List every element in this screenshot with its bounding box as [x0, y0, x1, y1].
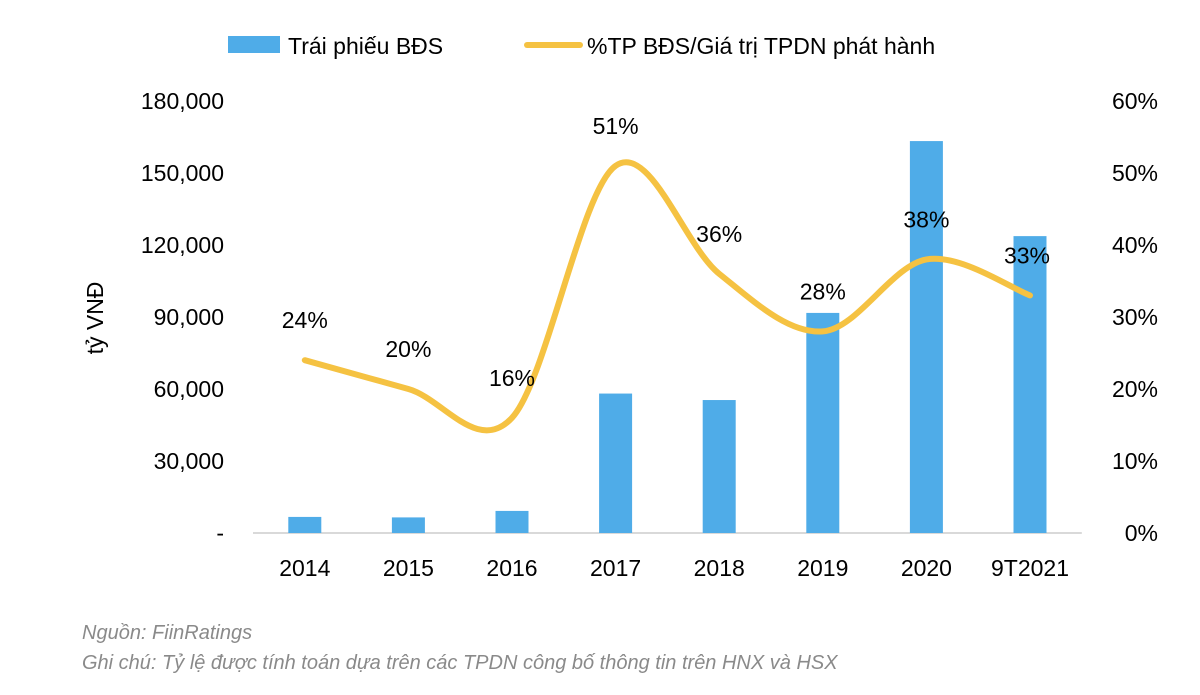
- line-data-label: 36%: [696, 221, 742, 247]
- line-data-label: 28%: [800, 278, 846, 304]
- line-series: [301, 159, 1033, 434]
- x-tick-label: 2017: [590, 555, 641, 581]
- y2-tick-label: 40%: [1112, 232, 1158, 258]
- x-tick-label: 2020: [901, 555, 952, 581]
- x-tick-label: 2016: [486, 555, 537, 581]
- bar: [909, 141, 943, 533]
- y2-tick-label: 50%: [1112, 160, 1158, 186]
- y-tick-label: 30,000: [154, 448, 224, 474]
- line-data-label: 33%: [1004, 242, 1050, 268]
- x-tick-label: 2019: [797, 555, 848, 581]
- y-tick-label: 150,000: [141, 160, 224, 186]
- y-axis-label: tỷ VNĐ: [82, 282, 108, 355]
- x-tick-label: 2014: [279, 555, 330, 581]
- legend-line-label: %TP BĐS/Giá trị TPDN phát hành: [587, 33, 935, 59]
- chart: - 30,000 60,000 90,000 120,000 150,000 180,000…: [82, 33, 1158, 581]
- bar: [391, 517, 425, 533]
- x-tick-label: 2018: [694, 555, 745, 581]
- line-data-label: 51%: [593, 113, 639, 139]
- y-tick-label: 60,000: [154, 376, 224, 402]
- y-tick-label: -: [216, 520, 224, 546]
- line-data-label: 20%: [385, 336, 431, 362]
- y2-tick-label: 10%: [1112, 448, 1158, 474]
- y-tick-label: 180,000: [141, 88, 224, 114]
- bar: [806, 312, 840, 533]
- y2-tick-label: 20%: [1112, 376, 1158, 402]
- bar: [288, 516, 322, 533]
- x-tick-label: 2015: [383, 555, 434, 581]
- y2-tick-label: 30%: [1112, 304, 1158, 330]
- line-data-label: 24%: [282, 307, 328, 333]
- x-tick-label: 9T2021: [991, 555, 1069, 581]
- y-tick-label: 90,000: [154, 304, 224, 330]
- line-data-label: 38%: [903, 206, 949, 232]
- y2-tick-label: 0%: [1125, 520, 1158, 546]
- bar: [1013, 236, 1047, 533]
- bar: [702, 400, 736, 533]
- line-data-label: 16%: [489, 365, 535, 391]
- source-note: Nguồn: FiinRatings: [82, 622, 253, 644]
- remark-note: Ghi chú: Tỷ lệ được tính toán dựa trên c…: [82, 652, 838, 674]
- bar: [599, 393, 633, 533]
- bar: [495, 510, 529, 533]
- legend-bar-label: Trái phiếu BĐS: [288, 33, 443, 59]
- y-tick-label: 120,000: [141, 232, 224, 258]
- y2-tick-label: 60%: [1112, 88, 1158, 114]
- legend-bar-swatch: [228, 36, 280, 53]
